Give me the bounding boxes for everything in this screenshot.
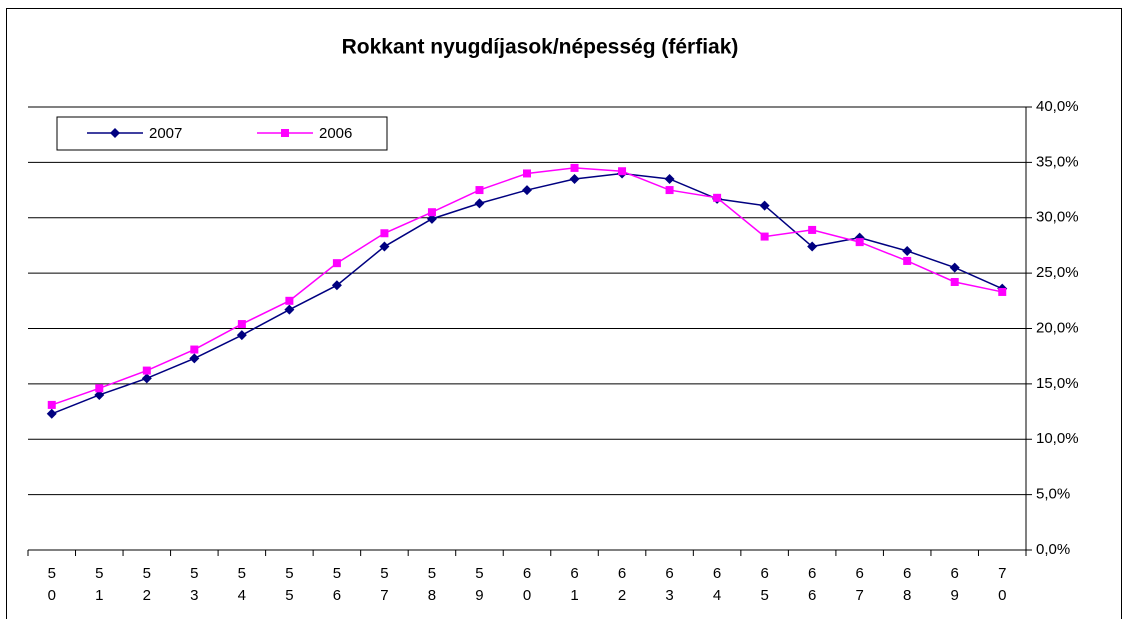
marker <box>94 389 105 400</box>
marker <box>47 400 56 409</box>
marker <box>855 238 864 247</box>
y-tick-label: 10,0% <box>1036 430 1079 447</box>
marker <box>236 330 247 341</box>
marker <box>522 185 532 196</box>
marker <box>426 213 437 224</box>
y-tick-label: 30,0% <box>1036 209 1079 226</box>
y-tick-label: 0,0% <box>1036 541 1070 558</box>
y-tick-label: 35,0% <box>1036 153 1079 170</box>
legend-label: 2007 <box>149 125 182 142</box>
legend-marker <box>110 128 120 138</box>
marker <box>664 173 675 184</box>
marker <box>618 167 627 176</box>
marker <box>427 208 436 217</box>
marker <box>190 345 199 354</box>
marker <box>569 173 580 184</box>
marker <box>760 232 769 241</box>
marker <box>713 193 722 202</box>
chart-title: Rokkant nyugdíjasok/népesség (férfiak) <box>342 36 739 59</box>
marker <box>665 186 674 195</box>
y-tick-label: 5,0% <box>1036 486 1070 503</box>
marker <box>475 186 484 195</box>
legend-marker <box>281 129 289 137</box>
marker <box>380 229 389 238</box>
y-tick-label: 25,0% <box>1036 264 1079 281</box>
y-tick-label: 20,0% <box>1036 319 1079 336</box>
marker <box>332 259 341 268</box>
marker <box>46 408 57 419</box>
series <box>47 163 1007 409</box>
marker <box>189 353 200 364</box>
marker <box>142 366 151 375</box>
marker <box>807 241 818 252</box>
marker <box>284 304 295 315</box>
marker <box>285 296 294 305</box>
marker <box>331 280 342 291</box>
marker <box>379 241 390 252</box>
marker <box>949 262 960 273</box>
marker <box>95 384 104 393</box>
y-tick-label: 15,0% <box>1036 375 1079 392</box>
marker <box>570 163 579 172</box>
marker <box>141 373 152 384</box>
marker <box>902 245 913 256</box>
marker <box>903 256 912 265</box>
marker <box>523 169 531 178</box>
marker <box>474 198 485 209</box>
marker <box>759 200 770 211</box>
marker <box>808 225 817 234</box>
y-tick-label: 40,0% <box>1036 98 1079 115</box>
marker <box>998 287 1007 296</box>
legend-label: 2006 <box>319 125 352 142</box>
marker <box>237 320 246 329</box>
chart-frame <box>6 8 1122 619</box>
marker <box>950 277 959 286</box>
